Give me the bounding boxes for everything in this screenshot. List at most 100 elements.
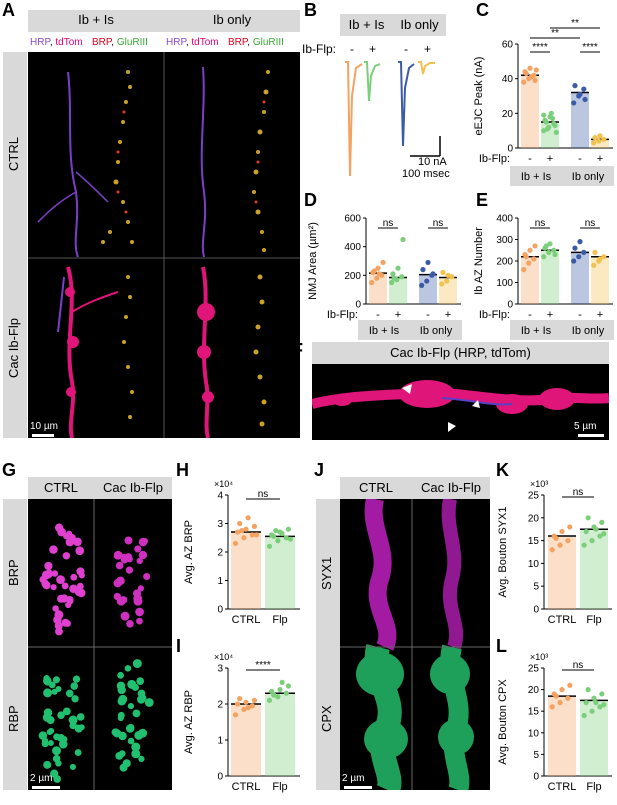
y-tick-label: 20 [528,685,540,696]
y-tick-label: 0 [507,300,513,311]
data-point [581,542,587,548]
group-bar [510,320,614,340]
data-point [380,259,386,266]
panel-g-row-2: RBP [6,705,21,732]
y-tick-label: 2 [217,700,223,711]
panel-e-chart: 0 100 200 300 400 Ib AZ Number Ib-Flp: - + - + ns ns… [470,200,615,345]
panel-a-label: A [2,0,15,20]
data-point [591,140,597,146]
y-tick-label: 0 [533,772,539,783]
data-point [597,133,603,139]
panel-a-col-1: Ib + Is [78,12,114,27]
panel-b-flp-label: Ib-Flp: [302,42,337,56]
panel-b-scale-time: 100 msec [402,168,450,180]
data-point [581,712,587,719]
data-point [532,77,538,83]
data-point [235,529,241,535]
panel-f-scale-bar [578,434,604,437]
y-tick-label: 4 [217,491,223,502]
data-point [285,683,291,689]
sig-label: ns [585,218,596,229]
panel-j-scale-text: 2 µm [342,773,365,784]
data-point [391,275,397,281]
x-tick-label: CTRL [548,614,577,626]
flp-label: Ib-Flp: [479,153,510,165]
data-point [528,74,534,80]
y-tick-label: 100 [496,278,513,289]
panel-g-scale-bar [32,786,60,789]
x-tick-label: Flp [272,614,287,626]
panel-f-micrograph [312,364,609,440]
data-point [444,278,450,284]
panel-f-header-bar [312,342,609,364]
panel-h-label: H [176,460,189,480]
flp-value: + [547,309,553,321]
panel-g-header-bar [28,477,172,499]
data-point [251,523,257,529]
x-tick-label: Flp [586,781,601,793]
y-tick-label: 25 [528,491,540,502]
data-point [583,528,589,535]
data-point [275,694,281,700]
y-tick-label: 0 [217,772,223,783]
data-point [572,83,578,89]
sig-label: ns [258,489,269,500]
data-point [533,67,539,73]
panel-b-label: B [304,0,317,20]
panel-k-chart: 0 5 10 15 20 25 Avg. Bouton SYX1 ×10³ CTRL Flp ns [494,475,616,640]
panel-a-micrograph [28,52,300,438]
flp-value: - [528,309,532,321]
flp-value: - [426,309,430,321]
sig-label: ns [535,218,546,229]
panel-f-scale-text: 5 µm [574,421,597,432]
panel-g-col-2: Cac Ib-Flp [103,480,163,495]
data-point [585,687,591,693]
panel-a-row-bar [3,52,27,438]
data-point [546,249,552,255]
panel-b-header-bar [340,14,446,36]
bar [548,536,576,609]
panel-j-micrograph [340,499,490,790]
bar [571,92,589,148]
panel-j-col-1: CTRL [359,480,393,495]
data-point [279,530,285,537]
data-point [249,703,255,709]
data-point [597,704,603,710]
y-tick-label: 3 [217,519,223,530]
y-tick-label: 200 [496,257,513,268]
data-point [559,528,565,535]
panel-b-flp-3: - [404,42,408,56]
y-tick-label: 0 [533,605,539,616]
data-point [576,254,582,260]
data-point [523,70,529,77]
group-label: Ib only [572,325,605,337]
data-point [549,704,555,710]
group-bar [358,320,462,340]
data-point [283,690,289,696]
y-tick-label: 25 [528,664,540,675]
data-point [601,702,607,708]
panel-g-row-1: BRP [6,559,21,587]
bar [541,250,559,304]
data-point [547,241,553,247]
data-point [235,701,241,707]
data-point [239,528,245,534]
panel-j-row-bar [316,499,340,790]
data-point [424,278,430,284]
bar [419,274,437,304]
panel-c-chart: 0 20 40 60 eEJC Peak (nA) Ib-Flp: - + - + **** ** **… [470,14,615,194]
data-point [245,705,251,711]
sig-label: ns [433,218,444,229]
data-point [565,695,571,701]
panel-f-label: F [292,340,303,360]
data-point [430,271,436,277]
data-point [271,692,277,698]
y-tick-label: 5 [533,582,539,593]
y-tick-label: 10 [528,559,540,570]
panel-j-col-2: Cac Ib-Flp [421,480,481,495]
data-point [439,281,445,287]
y-tick-label: 400 [344,242,361,253]
y-axis-label: NMJ Area (µm²) [307,222,319,300]
panel-a-stain-left-1: HRP, tdTom [30,37,83,48]
data-point [245,515,251,521]
